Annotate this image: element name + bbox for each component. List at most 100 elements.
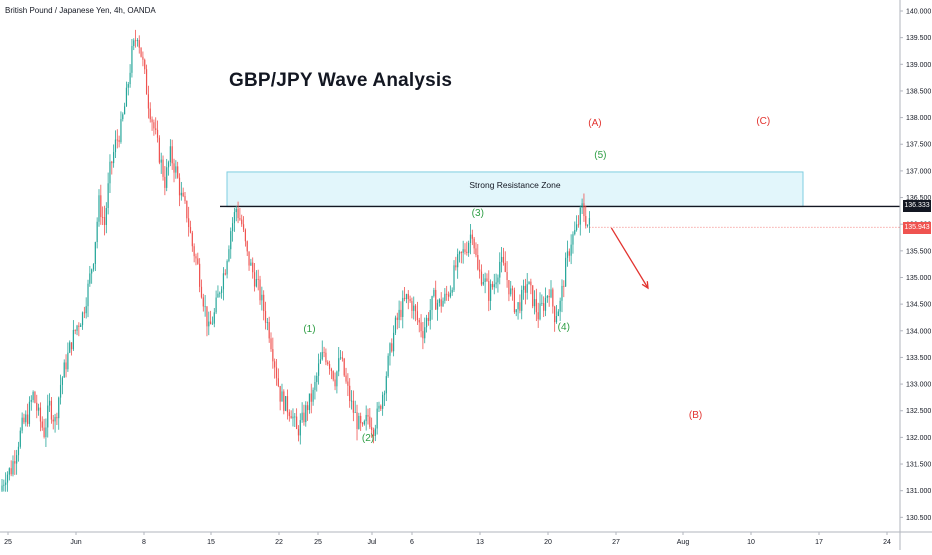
y-tick-label: 130.500 (906, 515, 931, 522)
candle-body (120, 119, 122, 142)
candle-body (182, 192, 184, 197)
candle-body (297, 428, 300, 436)
candle-body (127, 84, 129, 88)
candle-body (103, 217, 106, 225)
candle-body (109, 161, 111, 184)
y-tick-label: 139.000 (906, 62, 931, 69)
candle-body (263, 294, 265, 312)
candle-body (389, 343, 391, 356)
candle-body (153, 122, 155, 129)
candle-body (167, 162, 170, 168)
candle-body (87, 283, 89, 307)
candle-body (588, 218, 591, 225)
candle-body (156, 129, 159, 138)
candle-body (424, 327, 426, 339)
candle-body (188, 218, 190, 228)
candle-body (327, 362, 329, 365)
candle-body (124, 106, 126, 115)
candle-body (8, 468, 10, 475)
candle-body (488, 281, 490, 301)
x-tick-label: 25 (314, 539, 322, 546)
candle-body (158, 137, 160, 163)
candle-body (6, 474, 9, 483)
candle-body (524, 285, 526, 293)
candle-body (195, 256, 197, 259)
candle-body (398, 309, 400, 320)
candle-body (462, 249, 464, 253)
candle-body (171, 146, 173, 164)
candle-body (233, 212, 236, 224)
candle-body (54, 416, 56, 422)
candle-body (28, 401, 31, 424)
candle-body (281, 391, 283, 402)
candle-body (219, 292, 221, 294)
x-tick-label: 20 (544, 539, 552, 546)
candle-body (468, 242, 470, 253)
candle-body (279, 386, 281, 402)
candle-body (224, 273, 226, 275)
candle-body (237, 208, 239, 219)
resistance-zone[interactable] (226, 171, 804, 208)
candle-body (151, 119, 153, 123)
candle-body (543, 303, 545, 311)
x-tick-label: 27 (612, 539, 620, 546)
candle-body (382, 394, 384, 409)
candle-body (566, 251, 569, 258)
candle-body (506, 271, 508, 281)
candle-body (10, 468, 12, 475)
candle-body (460, 251, 462, 253)
candle-body (511, 288, 514, 291)
candle-body (513, 290, 515, 313)
candle-body (50, 400, 53, 420)
candle-body (405, 294, 408, 300)
candle-body (89, 273, 91, 284)
candle-body (221, 289, 223, 293)
candle-body (422, 331, 424, 339)
candle-body (310, 393, 312, 402)
candle-body (147, 94, 149, 109)
candle-body (67, 352, 69, 370)
projection-arrow-head (641, 281, 649, 290)
x-tick-label: 25 (4, 539, 12, 546)
x-tick-label: 17 (815, 539, 823, 546)
candle-body (559, 300, 561, 312)
candle-body (70, 342, 73, 350)
candle-body (72, 329, 74, 350)
candle-body (301, 412, 303, 421)
candle-body (352, 400, 354, 413)
candle-body (191, 232, 193, 247)
candle-body (376, 408, 378, 429)
candle-body (138, 40, 140, 48)
candle-body (500, 256, 503, 262)
candle-body (449, 292, 451, 297)
candle-body (339, 357, 342, 359)
candle-body (587, 224, 589, 226)
candle-body (358, 415, 360, 429)
candle-body (409, 299, 411, 302)
candle-body (577, 224, 580, 226)
candle-body (444, 293, 446, 301)
candle-body (541, 303, 543, 304)
candle-body (253, 272, 256, 287)
candle-body (576, 224, 578, 231)
candle-body (257, 279, 259, 280)
candle-body (469, 234, 472, 243)
x-tick-label: 8 (142, 539, 146, 546)
candle-body (274, 361, 276, 368)
y-tick-label: 134.000 (906, 328, 931, 335)
candle-body (574, 230, 576, 235)
x-tick-label: 15 (207, 539, 215, 546)
candle-body (199, 263, 201, 287)
candle-body (565, 257, 567, 287)
candle-body (268, 321, 270, 339)
candle-body (522, 285, 525, 290)
candle-body (557, 311, 559, 317)
candle-body (63, 362, 65, 378)
candle-body (414, 305, 417, 312)
candle-body (568, 251, 570, 256)
candle-body (169, 146, 171, 163)
candle-body (330, 368, 332, 372)
candle-body (299, 420, 301, 436)
candle-body (16, 455, 18, 464)
